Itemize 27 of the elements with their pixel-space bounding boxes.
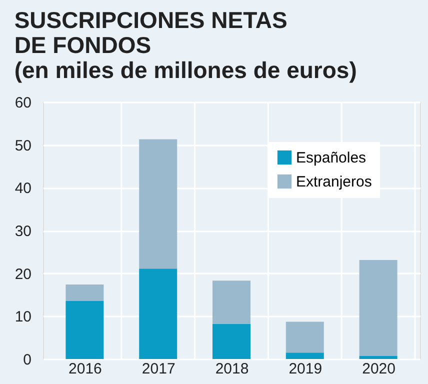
x-tick-label: 2017 xyxy=(142,360,176,378)
x-tick-label: 2016 xyxy=(68,360,102,378)
text: DE FONDOS xyxy=(14,32,152,58)
bar xyxy=(66,300,104,359)
bar xyxy=(212,280,250,324)
y-tick-label: 30 xyxy=(14,223,32,240)
legend-label: Extranjeros xyxy=(296,174,372,190)
text: (en miles de millones de euros) xyxy=(14,57,357,83)
y-tick-label: 60 xyxy=(14,94,32,112)
bar xyxy=(212,324,250,359)
x-tick-label: 2020 xyxy=(362,360,396,378)
y-tick-label: 50 xyxy=(14,137,32,154)
bar xyxy=(66,284,104,301)
bar xyxy=(139,268,178,359)
text: SUSCRIPCIONES NETAS xyxy=(14,7,288,33)
bar xyxy=(359,356,398,359)
x-tick-label: 2019 xyxy=(288,360,322,378)
y-tick-label: 20 xyxy=(14,266,32,283)
y-tick-label: 10 xyxy=(14,308,32,326)
bar xyxy=(286,322,324,353)
legend-label: Españoles xyxy=(296,150,366,166)
y-tick-label: 0 xyxy=(23,352,32,368)
bar xyxy=(286,352,324,359)
bar xyxy=(359,260,398,356)
y-tick-label: 40 xyxy=(14,180,32,198)
bar xyxy=(139,139,178,269)
x-tick-label: 2018 xyxy=(215,360,249,378)
